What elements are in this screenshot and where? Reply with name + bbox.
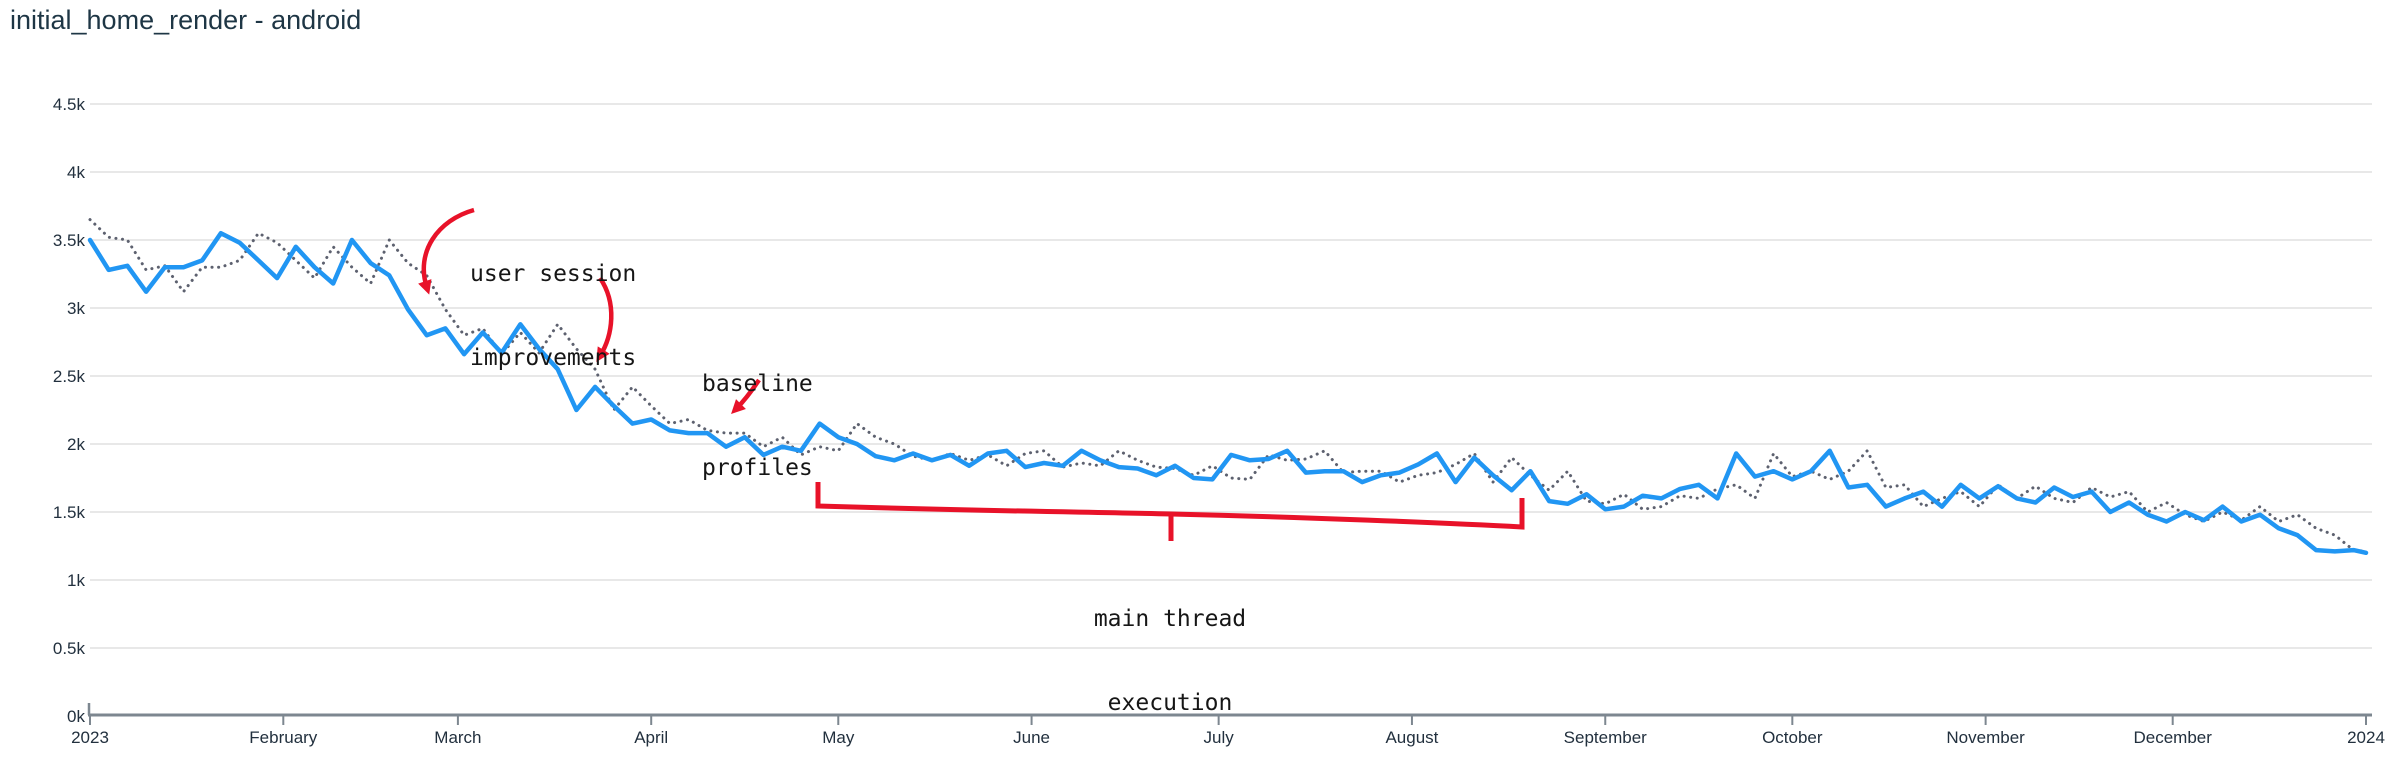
x-tick-label: March xyxy=(434,728,481,747)
annotation-text: baseline xyxy=(702,371,813,397)
annotation-main-thread: main thread execution improvements xyxy=(1087,549,1253,758)
annotation-text: profiles xyxy=(702,455,813,481)
annotation-arrow-user-session-2 xyxy=(596,276,614,362)
series-line-blue-solid-current xyxy=(87,230,2369,556)
y-tick-label: 3.5k xyxy=(53,231,86,250)
annotation-text: execution xyxy=(1107,690,1233,716)
y-tick-label: 2k xyxy=(67,435,85,454)
x-tick-label: 2023 xyxy=(71,728,109,747)
x-tick-label: April xyxy=(634,728,668,747)
x-tick-label: August xyxy=(1385,728,1438,747)
annotation-text: improvements xyxy=(470,345,637,371)
x-tick-label: February xyxy=(249,728,318,747)
x-tick-label: May xyxy=(822,728,855,747)
x-tick-label: October xyxy=(1762,728,1823,747)
x-tick-label: 2024 xyxy=(2347,728,2385,747)
annotation-text: main thread xyxy=(1093,606,1247,632)
y-tick-label: 0.5k xyxy=(53,639,86,658)
annotation-arrow-user-session xyxy=(418,207,475,295)
annotation-arrow-baseline-profiles xyxy=(731,378,761,414)
y-tick-label: 2.5k xyxy=(53,367,86,386)
annotation-baseline-profiles: baseline profiles xyxy=(702,314,813,538)
y-tick-label: 3k xyxy=(67,299,85,318)
y-tick-label: 1.5k xyxy=(53,503,86,522)
annotation-graphics xyxy=(418,207,1525,541)
page-title: initial_home_render - android xyxy=(10,5,362,35)
annotation-text: user session xyxy=(470,261,637,287)
x-tick-label: June xyxy=(1013,728,1050,747)
x-tick-label: November xyxy=(1946,728,2025,747)
x-tick-label: July xyxy=(1204,728,1235,747)
y-tick-label: 4.5k xyxy=(53,95,86,114)
y-tick-label: 4k xyxy=(67,163,85,182)
y-tick-label: 0k xyxy=(67,707,85,726)
y-tick-label: 1k xyxy=(67,571,85,590)
annotation-user-session: user session improvements xyxy=(470,204,636,428)
x-tick-label: December xyxy=(2133,728,2212,747)
x-tick-label: September xyxy=(1564,728,1647,747)
